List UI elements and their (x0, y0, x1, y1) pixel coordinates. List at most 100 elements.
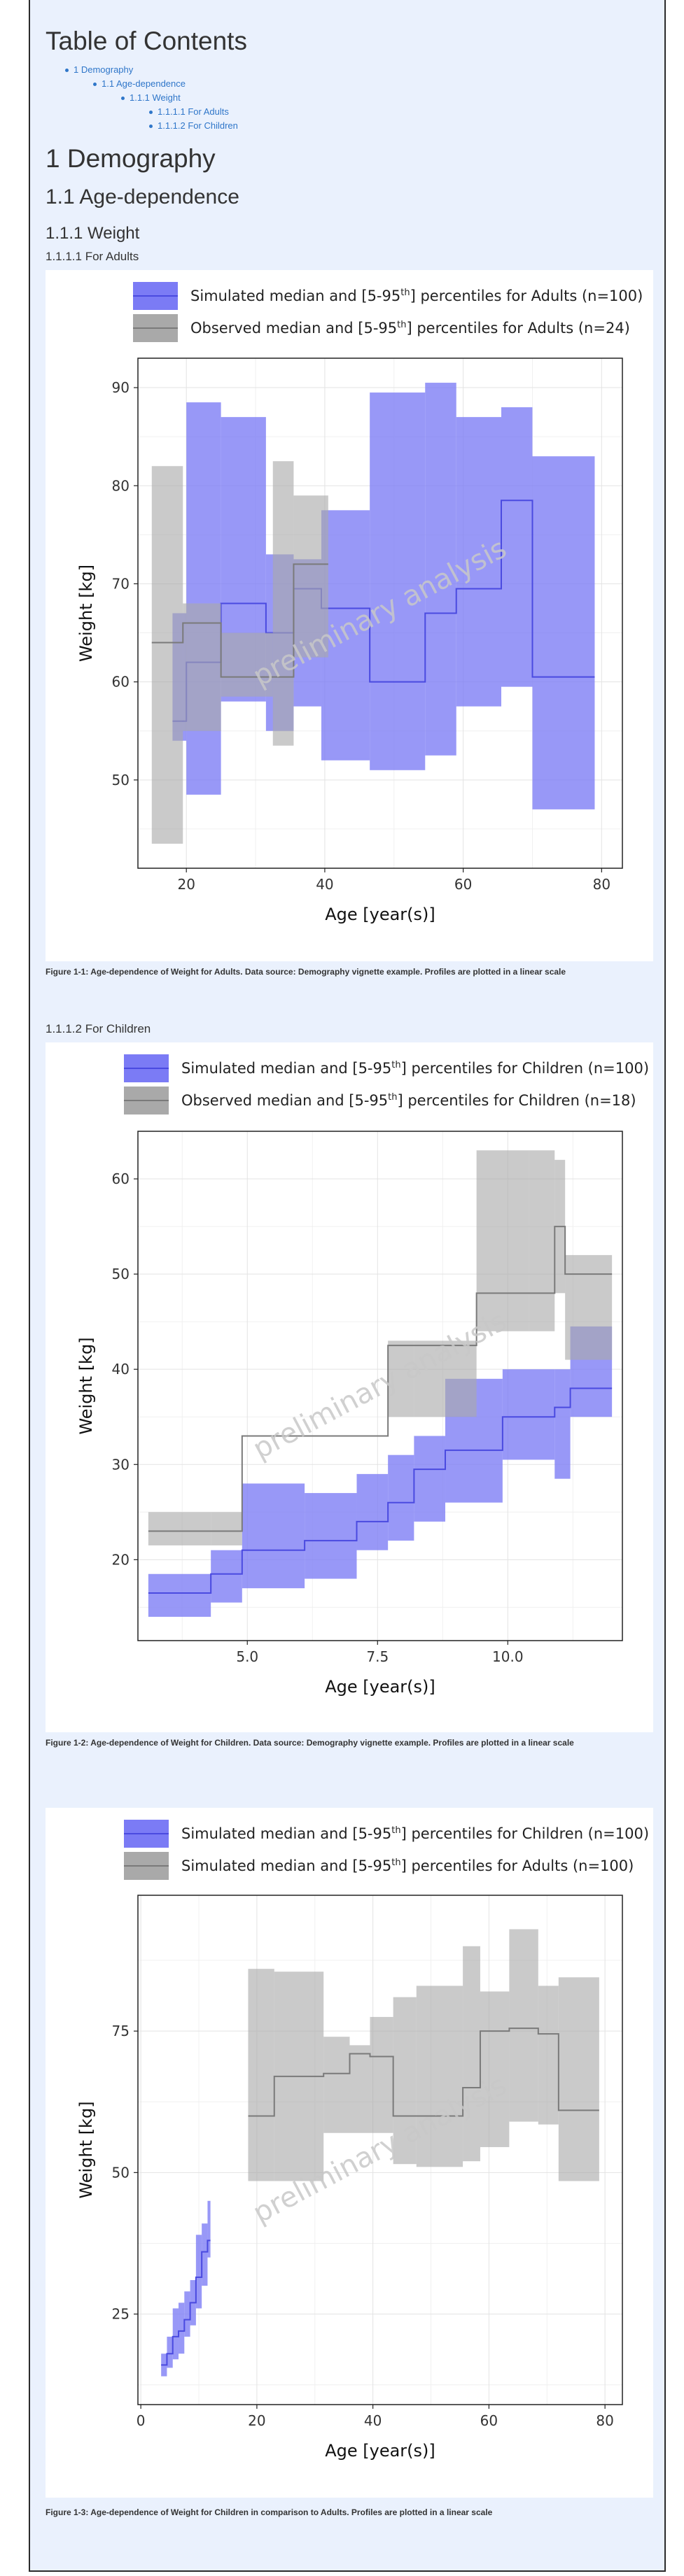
range-band-step (305, 1493, 357, 1579)
range-band-step (167, 2336, 173, 2368)
x-tick-label: 60 (480, 2412, 498, 2429)
figure-caption-3: Figure 1-3: Age-dependence of Weight for… (46, 2507, 493, 2517)
document-page: Table of Contents 1 Demography 1.1 Age-d… (29, 0, 666, 2572)
y-axis: 20 30 40 50 60 (112, 1170, 138, 1568)
range-band-step (480, 1991, 510, 2147)
figure-caption-2: Figure 1-2: Age-dependence of Weight for… (46, 1738, 574, 1748)
range-band-step (151, 466, 183, 844)
median-line (148, 1387, 613, 1594)
x-tick-label: 40 (316, 876, 333, 893)
y-axis-label: Weight [kg] (76, 1337, 96, 1434)
range-band-step (148, 1512, 211, 1545)
toc-link[interactable]: 1.1.1 Weight (130, 92, 181, 103)
range-band-step (293, 495, 328, 658)
range-band-step (207, 2200, 211, 2258)
x-axis-label: Age [year(s)] (325, 905, 435, 924)
bullet-icon (121, 97, 125, 100)
y-axis-label: Weight [kg] (76, 2101, 96, 2198)
legend-entry: Simulated median and [5-95th] percentile… (124, 1054, 649, 1082)
range-band-step (349, 2045, 370, 2133)
range-band-step (184, 2291, 190, 2337)
toc-link[interactable]: 1.1 Age-dependence (102, 78, 186, 89)
range-band-step (554, 1369, 571, 1479)
toc-item-weight[interactable]: 1.1.1 Weight (121, 92, 181, 103)
toc-link[interactable]: 1.1.1.2 For Children (158, 120, 238, 131)
toc-item-age-dependence[interactable]: 1.1 Age-dependence (93, 78, 186, 89)
toc-item-for-adults[interactable]: 1.1.1.1 For Adults (149, 106, 229, 117)
heading-for-children: 1.1.1.2 For Children (46, 1022, 151, 1035)
range-band-step (370, 2016, 393, 2133)
toc-item-demography[interactable]: 1 Demography (65, 64, 134, 75)
plot-border (137, 1895, 623, 2405)
range-band-step (183, 603, 221, 731)
range-band-step (509, 1929, 538, 2122)
legend-label-prefix: Simulated median and [5-95 (181, 1825, 391, 1842)
toc-link[interactable]: 1 Demography (74, 64, 134, 75)
range-band-step (502, 1369, 555, 1460)
legend-label: Simulated median and [5-95th] percentile… (181, 1060, 649, 1077)
legend-label-prefix: Simulated median and [5-95 (181, 1857, 391, 1874)
toc-item-for-children[interactable]: 1.1.1.2 For Children (149, 120, 238, 131)
legend-entry: Simulated median and [5-95th] percentile… (124, 1820, 649, 1848)
range-band-step (532, 456, 595, 809)
y-tick-label: 70 (112, 575, 130, 592)
range-band-step (211, 1512, 242, 1545)
range-band-step (211, 1550, 242, 1603)
x-tick-label: 40 (364, 2412, 382, 2429)
legend-label-suffix: ] percentiles for Children (n=100) (401, 1060, 649, 1077)
range-band-step (323, 2037, 350, 2133)
range-band-step (272, 461, 294, 746)
legend-label-suffix: ] percentiles for Children (n=100) (401, 1825, 649, 1842)
x-tick-label: 7.5 (366, 1648, 389, 1665)
legend-label: Simulated median and [5-95th] percentile… (181, 1857, 634, 1874)
range-band-step (242, 1483, 305, 1589)
range-band-step (202, 2223, 208, 2286)
range-band-step (195, 2235, 202, 2309)
y-tick-label: 60 (112, 1170, 130, 1187)
range-band-step (565, 1254, 613, 1360)
x-tick-label: 5.0 (236, 1648, 258, 1665)
range-band-step (321, 510, 370, 760)
y-tick-label: 90 (112, 379, 130, 396)
legend-label-sup: th (397, 320, 406, 330)
weight-children-chart: Simulated median and [5-95th] percentile… (76, 1054, 649, 1697)
legend-label-suffix: ] percentiles for Adults (n=24) (406, 320, 629, 337)
range-band-step (388, 1455, 414, 1541)
observed-series (151, 461, 328, 844)
x-tick-label: 0 (137, 2412, 146, 2429)
range-band-step (393, 1997, 417, 2165)
observed-series (248, 1929, 599, 2181)
legend-entry: Observed median and [5-95th] percentiles… (133, 314, 630, 342)
plot-border (137, 358, 623, 869)
toc-title: Table of Contents (46, 27, 247, 55)
x-tick-label: 80 (593, 876, 610, 893)
median-line (248, 2027, 599, 2117)
range-band-step (538, 1986, 559, 2125)
range-band-step (148, 1573, 211, 1617)
range-band-step (172, 2308, 179, 2360)
y-tick-label: 60 (112, 674, 130, 691)
y-tick-label: 40 (112, 1361, 130, 1378)
y-tick-label: 50 (112, 1266, 130, 1282)
x-tick-label: 80 (596, 2412, 613, 2429)
figure-1-2: Simulated median and [5-95th] percentile… (46, 1042, 653, 1732)
observed-series (148, 1150, 613, 1545)
legend-label-suffix: ] percentiles for Adults (n=100) (401, 1857, 634, 1874)
toc-link[interactable]: 1.1.1.1 For Adults (158, 106, 229, 117)
range-band-step (221, 632, 273, 697)
legend-label-prefix: Simulated median and [5-95 (181, 1060, 391, 1077)
range-band-step (463, 1946, 480, 2162)
range-band-step (416, 1986, 463, 2167)
legend-label-prefix: Simulated median and [5-95 (190, 288, 400, 304)
bullet-icon (149, 111, 153, 114)
legend-label-sup: th (391, 1060, 400, 1070)
plot-border (137, 1131, 623, 1641)
x-axis-label: Age [year(s)] (325, 2441, 435, 2461)
legend-label: Simulated median and [5-95th] percentile… (190, 288, 643, 304)
range-band-step (558, 1977, 599, 2181)
y-tick-label: 20 (112, 1551, 130, 1568)
x-tick-label: 10.0 (492, 1648, 524, 1665)
legend-entry: Observed median and [5-95th] percentiles… (124, 1087, 636, 1114)
legend-label: Observed median and [5-95th] percentiles… (181, 1092, 636, 1109)
heading-weight: 1.1.1 Weight (46, 224, 140, 243)
